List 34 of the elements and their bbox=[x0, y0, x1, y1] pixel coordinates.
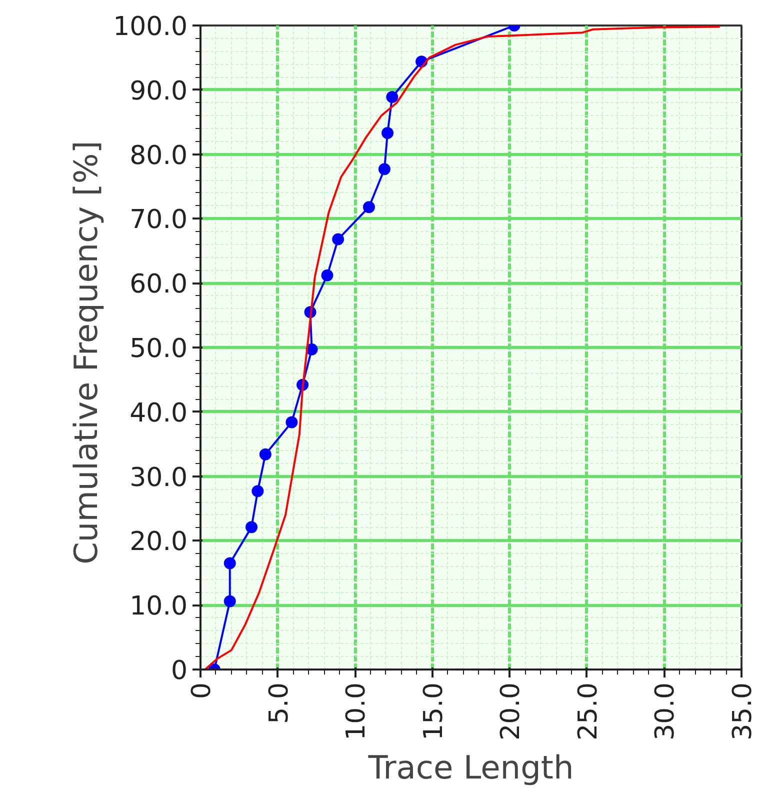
y-tick-label: 80.0 bbox=[130, 140, 188, 171]
y-tick-label: 100.0 bbox=[113, 12, 188, 42]
point bbox=[246, 521, 258, 534]
y-tick-label: 40.0 bbox=[130, 398, 188, 428]
y-tick-label: 90.0 bbox=[130, 76, 188, 106]
x-tick-label: 35.0 bbox=[728, 682, 758, 740]
x-tick-label: 30.0 bbox=[650, 682, 681, 740]
y-tick-label: 50.0 bbox=[130, 334, 188, 364]
point bbox=[362, 201, 375, 214]
point bbox=[321, 269, 334, 282]
point bbox=[259, 448, 272, 460]
y-tick-label: 70.0 bbox=[130, 205, 188, 236]
point bbox=[386, 90, 398, 103]
y-axis-title: Cumulative Frequency [%] bbox=[67, 140, 106, 564]
y-tick-label: 0 bbox=[170, 656, 188, 686]
x-axis-title: Trace Length bbox=[367, 748, 574, 786]
point bbox=[224, 557, 236, 570]
y-tick-label: 30.0 bbox=[130, 462, 188, 493]
x-tick-label: 0 bbox=[187, 682, 217, 700]
x-tick-label: 25.0 bbox=[573, 682, 604, 740]
point bbox=[224, 595, 236, 608]
x-tick-label: 10.0 bbox=[342, 682, 372, 740]
x-tick-label: 20.0 bbox=[496, 682, 526, 740]
point bbox=[378, 163, 390, 176]
y-tick-label: 20.0 bbox=[130, 527, 188, 558]
x-tick-label: 15.0 bbox=[418, 682, 449, 740]
y-tick-label: 60.0 bbox=[130, 270, 188, 300]
point bbox=[332, 233, 344, 246]
point bbox=[382, 127, 394, 140]
point bbox=[252, 485, 264, 498]
line-series bbox=[204, 26, 721, 670]
point bbox=[286, 416, 298, 428]
y-tick-label: 10.0 bbox=[130, 592, 188, 622]
x-tick-label: 5.0 bbox=[264, 682, 294, 724]
